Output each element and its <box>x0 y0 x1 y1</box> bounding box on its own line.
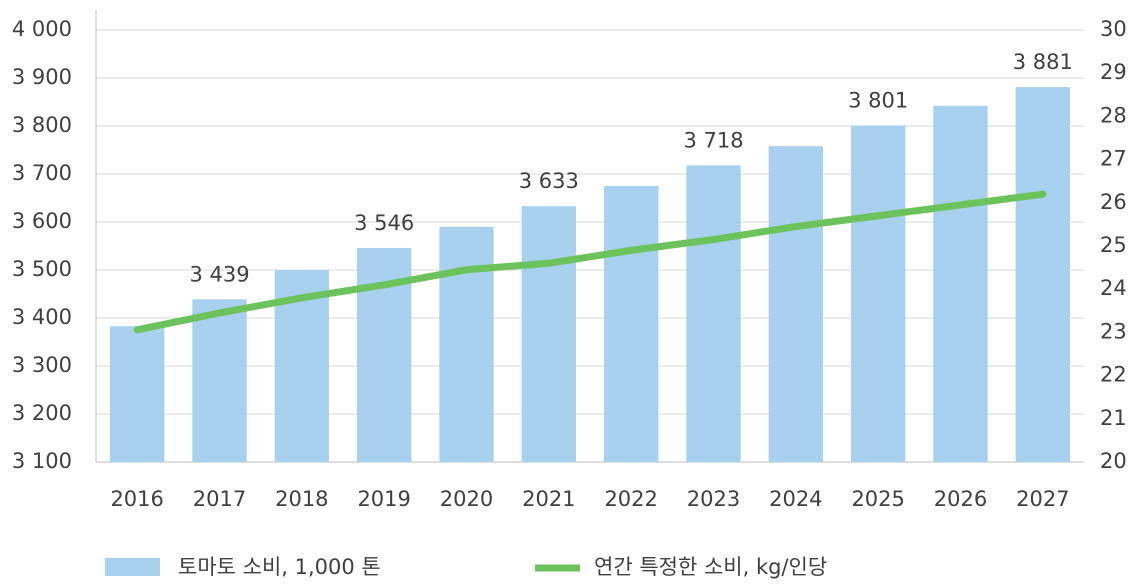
bar <box>1015 87 1071 463</box>
x-tick-label: 2018 <box>275 487 328 511</box>
y-tick-label: 3 500 <box>12 257 72 281</box>
x-tick-label: 2025 <box>851 487 904 511</box>
y2-tick-label: 21 <box>1100 406 1127 430</box>
y-tick-label: 3 100 <box>12 449 72 473</box>
x-tick-label: 2016 <box>110 487 163 511</box>
bar <box>521 206 577 462</box>
bar <box>768 146 824 462</box>
data-label: 3 546 <box>354 211 414 235</box>
x-tick-label: 2020 <box>440 487 493 511</box>
y2-tick-label: 24 <box>1100 276 1127 300</box>
y-tick-label: 3 800 <box>12 113 72 137</box>
data-label: 3 718 <box>683 128 743 152</box>
y-tick-label: 3 600 <box>12 209 72 233</box>
y2-tick-label: 25 <box>1100 233 1127 257</box>
legend-swatch <box>105 558 160 576</box>
y2-tick-label: 30 <box>1100 17 1127 41</box>
data-label: 3 633 <box>519 169 579 193</box>
bar <box>603 186 659 462</box>
bar <box>933 105 988 462</box>
y2-tick-label: 27 <box>1100 147 1127 171</box>
y2-tick-label: 28 <box>1100 103 1127 127</box>
y2-tick-label: 22 <box>1100 363 1127 387</box>
x-tick-label: 2026 <box>934 487 987 511</box>
bar <box>686 165 741 463</box>
y-tick-label: 3 400 <box>12 305 72 329</box>
y2-tick-label: 23 <box>1100 319 1127 343</box>
bar <box>192 299 247 462</box>
line <box>133 190 1047 334</box>
y-tick-label: 3 300 <box>12 353 72 377</box>
y-tick-label: 3 700 <box>12 161 72 185</box>
bar <box>109 326 165 462</box>
x-tick-label: 2023 <box>687 487 740 511</box>
x-tick-label: 2022 <box>604 487 657 511</box>
x-tick-label: 2027 <box>1016 487 1069 511</box>
y-tick-label: 4 000 <box>12 17 72 41</box>
legend-label: 토마토 소비, 1,000 톤 <box>178 555 381 579</box>
x-tick-label: 2024 <box>769 487 822 511</box>
y2-tick-label: 20 <box>1100 449 1127 473</box>
x-tick-label: 2017 <box>193 487 246 511</box>
data-label: 3 439 <box>189 262 249 286</box>
y-tick-label: 3 200 <box>12 401 72 425</box>
bar <box>439 226 494 462</box>
data-label: 3 881 <box>1013 50 1073 74</box>
legend-label: 연간 특정한 소비, kg/인당 <box>594 555 827 579</box>
bar <box>850 125 906 463</box>
y2-tick-label: 26 <box>1100 190 1127 214</box>
data-label: 3 801 <box>848 89 908 113</box>
x-tick-label: 2019 <box>357 487 410 511</box>
y-tick-label: 3 900 <box>12 65 72 89</box>
y2-tick-label: 29 <box>1100 60 1127 84</box>
x-tick-label: 2021 <box>522 487 575 511</box>
